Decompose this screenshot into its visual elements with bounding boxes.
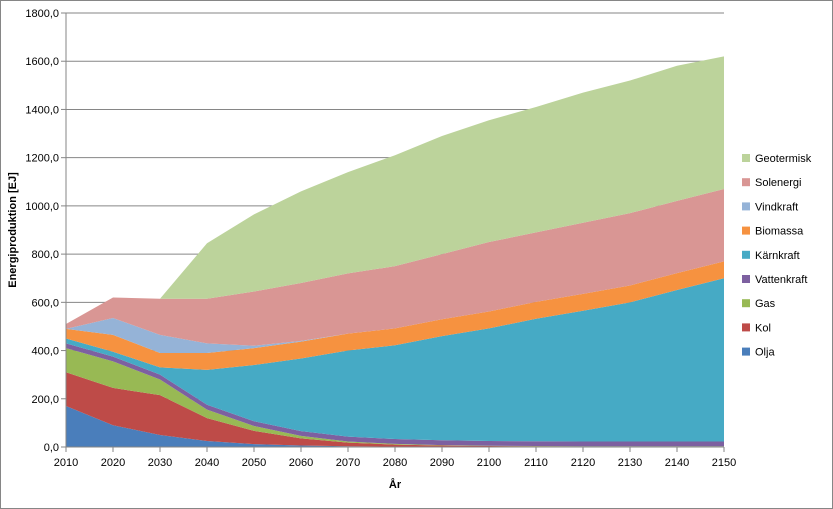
x-tick-label: 2120	[571, 457, 595, 469]
legend-swatch	[742, 154, 750, 162]
legend-swatch	[742, 347, 750, 356]
legend-label: Geotermisk	[755, 153, 812, 165]
x-tick-label: 2060	[289, 457, 313, 469]
x-tick-label: 2070	[336, 457, 360, 469]
legend-swatch	[742, 178, 750, 187]
x-tick-label: 2080	[383, 457, 407, 469]
legend-label: Olja	[755, 347, 775, 359]
x-tick-label: 2150	[712, 457, 736, 469]
area-series-kol	[66, 372, 724, 447]
y-tick-label: 600,0	[31, 297, 59, 309]
legend-label: Kärnkraft	[755, 250, 800, 262]
legend: Geotermisk Solenergi Vindkraft Biomassa Kärn…	[742, 153, 812, 359]
x-tick-label: 2110	[524, 457, 548, 469]
area-series-olja	[66, 406, 724, 447]
y-tick-label: 1600,0	[25, 56, 59, 68]
y-tick-label: 1800,0	[25, 8, 59, 20]
legend-swatch	[742, 275, 750, 283]
legend-label: Kol	[755, 322, 771, 334]
x-tick-label: 2100	[477, 457, 501, 469]
legend-swatch	[742, 299, 750, 308]
y-tick-label: 200,0	[31, 394, 59, 406]
legend-item-vattenkraft: Vattenkraft	[742, 274, 807, 286]
legend-item-geotermisk: Geotermisk	[742, 153, 812, 165]
y-axis-ticks: 0,0 200,0 400,0 600,0 800,0 1000,0 1200,0 1400,…	[25, 8, 66, 454]
y-axis-title: Energiproduktion [EJ]	[7, 172, 19, 288]
legend-item-gas: Gas	[742, 298, 776, 310]
x-tick-label: 2090	[430, 457, 454, 469]
legend-item-karnkraft: Kärnkraft	[742, 250, 800, 262]
area-series-solenergi	[66, 189, 724, 346]
y-tick-label: 0,0	[44, 442, 59, 454]
area-series-karnkraft	[66, 278, 724, 442]
legend-label: Biomassa	[755, 226, 804, 238]
x-tick-label: 2010	[54, 457, 78, 469]
x-axis-ticks: 2010 2020 2030 2040 2050 2060 2070 2080 2090 2100…	[54, 447, 736, 469]
area-series-geotermisk	[66, 56, 724, 325]
area-series-gas	[66, 348, 724, 447]
y-tick-label: 400,0	[31, 346, 59, 358]
legend-label: Vattenkraft	[755, 274, 807, 286]
x-tick-label: 2140	[665, 457, 689, 469]
x-tick-label: 2040	[195, 457, 219, 469]
legend-label: Vindkraft	[755, 201, 798, 213]
legend-swatch	[742, 250, 750, 259]
legend-item-olja: Olja	[742, 347, 775, 359]
legend-item-biomassa: Biomassa	[742, 226, 804, 238]
legend-label: Gas	[755, 298, 776, 310]
legend-item-vindkraft: Vindkraft	[742, 201, 798, 213]
y-tick-label: 1200,0	[25, 153, 59, 165]
legend-swatch	[742, 323, 750, 332]
x-tick-label: 2130	[618, 457, 642, 469]
legend-item-solenergi: Solenergi	[742, 177, 801, 189]
legend-label: Solenergi	[755, 177, 801, 189]
y-tick-label: 1000,0	[25, 201, 59, 213]
legend-item-kol: Kol	[742, 322, 771, 334]
y-tick-label: 1400,0	[25, 104, 59, 116]
legend-swatch	[742, 202, 750, 211]
legend-swatch	[742, 226, 750, 235]
stacked-area-plot	[66, 56, 724, 447]
y-tick-label: 800,0	[31, 249, 59, 261]
x-tick-label: 2020	[101, 457, 125, 469]
x-tick-label: 2050	[242, 457, 266, 469]
x-tick-label: 2030	[148, 457, 172, 469]
x-axis-title: År	[389, 478, 402, 491]
